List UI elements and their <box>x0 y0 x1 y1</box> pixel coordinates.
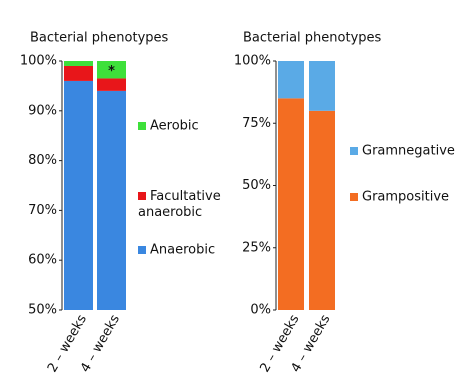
y-tick-label: 80% <box>28 153 57 168</box>
y-tick-label: 100% <box>20 54 57 69</box>
chart-title: Bacterial phenotypes <box>30 31 169 46</box>
y-tick-label: 70% <box>28 203 57 218</box>
legend-label: Anaerobic <box>150 243 215 258</box>
legend-label: Gramnegative <box>362 144 455 159</box>
y-tick-label: 60% <box>28 253 57 268</box>
legend-swatch <box>350 193 358 201</box>
bar-segment <box>64 80 93 310</box>
bar-segment <box>64 61 93 66</box>
legend-label: Facultative anaerobic <box>138 189 225 220</box>
legend-swatch <box>350 147 358 155</box>
legend-label: Grampositive <box>362 190 449 205</box>
legend-swatch <box>138 122 146 130</box>
bar-segment <box>278 98 304 310</box>
bar-segment <box>97 90 126 310</box>
y-tick-label: 0% <box>250 303 271 318</box>
bar-segment <box>97 61 126 79</box>
bar-segment <box>97 78 126 91</box>
bar-segment <box>309 61 335 111</box>
bar-segment <box>309 110 335 310</box>
bar-segment <box>278 61 304 99</box>
legend-swatch <box>138 246 146 254</box>
legend-label-line: Facultative <box>150 189 225 204</box>
chart-title: Bacterial phenotypes <box>243 31 382 46</box>
bar-segment <box>64 65 93 81</box>
y-tick-label: 100% <box>234 54 271 69</box>
y-tick-label: 90% <box>28 103 57 118</box>
y-tick-label: 25% <box>242 240 271 255</box>
annotation: * <box>108 64 115 79</box>
y-tick-label: 50% <box>28 303 57 318</box>
y-tick-label: 75% <box>242 116 271 131</box>
y-tick-label: 50% <box>242 178 271 193</box>
legend-swatch <box>138 192 146 200</box>
legend-label-line: anaerobic <box>138 205 202 220</box>
legend-label: Aerobic <box>150 119 199 134</box>
